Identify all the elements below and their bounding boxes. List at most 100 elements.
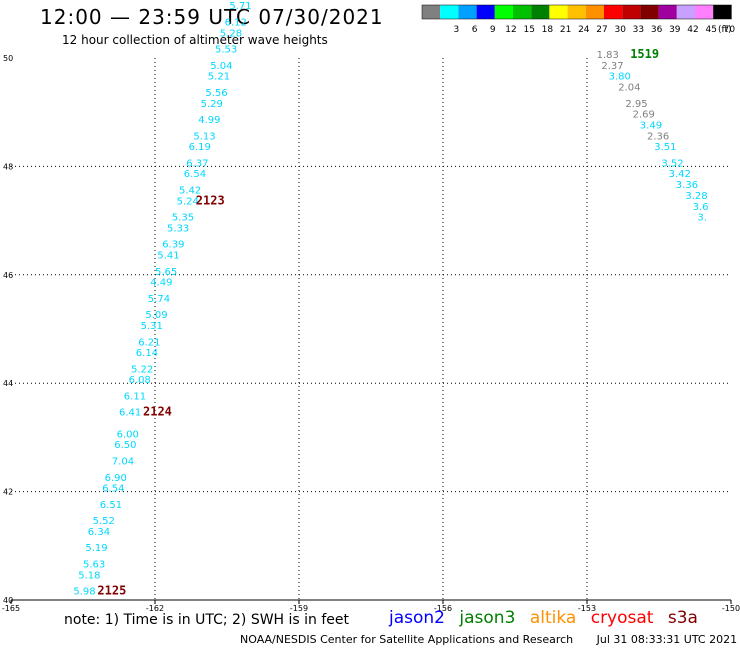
colorbar-bin bbox=[695, 5, 714, 19]
colorbar-label: 21 bbox=[560, 25, 571, 35]
y-tick-label: 44 bbox=[3, 379, 13, 388]
swh-point: 6.34 bbox=[88, 527, 110, 538]
time-label: 2122 bbox=[253, 0, 282, 1]
swh-point: 6.14 bbox=[136, 348, 158, 359]
time-label: 2124 bbox=[143, 405, 172, 419]
swh-point: 6.08 bbox=[129, 375, 151, 386]
colorbar-bin bbox=[531, 5, 550, 19]
x-tick-label: -162 bbox=[146, 604, 164, 613]
swh-point: 3.42 bbox=[669, 169, 691, 180]
x-tick-label: -150 bbox=[722, 604, 740, 613]
x-tick-label: -159 bbox=[290, 604, 308, 613]
colorbar-bin bbox=[676, 5, 695, 19]
colorbar-bin bbox=[476, 5, 495, 19]
colorbar-bin bbox=[713, 5, 732, 19]
swh-point: 3. bbox=[697, 213, 707, 224]
y-tick-label: 48 bbox=[3, 162, 13, 171]
chart-title: 12:00 — 23:59 UTC 07/30/2021 bbox=[40, 5, 384, 29]
colorbar-bin bbox=[567, 5, 586, 19]
swh-point: 5.42 bbox=[179, 186, 201, 197]
swh-point: 5.40 bbox=[232, 0, 254, 1]
colorbar-label: 6 bbox=[472, 25, 478, 35]
colorbar-bin bbox=[640, 5, 659, 19]
time-label: 1519 bbox=[630, 47, 659, 61]
swh-point: 5.22 bbox=[131, 364, 153, 375]
swh-point: 5.74 bbox=[148, 294, 170, 305]
swh-point: 3.36 bbox=[676, 180, 698, 191]
swh-point: 6.37 bbox=[186, 158, 208, 169]
footer: NOAA/NESDIS Center for Satellite Applica… bbox=[240, 633, 740, 646]
swh-point: 3.28 bbox=[685, 191, 707, 202]
colorbar-label: 27 bbox=[596, 25, 607, 35]
swh-point: 4.99 bbox=[198, 115, 220, 126]
y-tick-label: 46 bbox=[3, 271, 13, 280]
x-tick-label: -165 bbox=[2, 604, 20, 613]
time-label: 2123 bbox=[196, 193, 225, 207]
swh-point: 3.52 bbox=[661, 158, 683, 169]
swh-point: 2.37 bbox=[601, 61, 623, 72]
swh-point: 5.65 bbox=[155, 267, 177, 278]
data-points: 5.985.185.635.196.345.526.516.546.907.04… bbox=[73, 0, 708, 598]
colorbar-bin bbox=[658, 5, 677, 19]
swh-point: 5.09 bbox=[145, 310, 167, 321]
colorbar-bin bbox=[622, 5, 641, 19]
swh-point: 5.56 bbox=[205, 88, 227, 99]
x-tick-label: -153 bbox=[578, 604, 596, 613]
swh-point: 5.41 bbox=[157, 251, 179, 262]
note-text: note: 1) Time is in UTC; 2) SWH is in fe… bbox=[64, 612, 350, 628]
colorbar-bin bbox=[549, 5, 568, 19]
swh-point: 5.53 bbox=[215, 45, 237, 56]
swh-point: 5.33 bbox=[167, 223, 189, 234]
colorbar-bin bbox=[458, 5, 477, 19]
x-tick-label: -156 bbox=[434, 604, 452, 613]
colorbar-label: 42 bbox=[687, 25, 698, 35]
swh-point: 2.36 bbox=[647, 131, 669, 142]
y-tick-label: 50 bbox=[3, 54, 13, 63]
colorbar-bin bbox=[494, 5, 513, 19]
swh-point: 5.29 bbox=[201, 99, 223, 110]
chart-subtitle: 12 hour collection of altimeter wave hei… bbox=[62, 33, 328, 47]
swh-point: 5.35 bbox=[172, 213, 194, 224]
grid bbox=[11, 58, 731, 600]
swh-point: 5.98 bbox=[73, 587, 95, 598]
time-label: 2125 bbox=[97, 584, 126, 598]
satellite-legend-jason3: jason3 bbox=[459, 608, 516, 628]
colorbar-label: 45 bbox=[705, 25, 716, 35]
swh-point: 6.00 bbox=[117, 429, 139, 440]
swh-point: 2.04 bbox=[618, 83, 640, 94]
swh-point: 3.6 bbox=[693, 202, 709, 213]
colorbar-bin bbox=[604, 5, 623, 19]
satellite-legend-altika: altika bbox=[529, 608, 577, 628]
swh-point: 6.54 bbox=[102, 484, 124, 495]
colorbar-frame bbox=[421, 4, 732, 20]
footer-source: NOAA/NESDIS Center for Satellite Applica… bbox=[240, 633, 574, 646]
swh-point: 5.13 bbox=[193, 131, 215, 142]
swh-point: 5.52 bbox=[93, 516, 115, 527]
swh-point: 5.71 bbox=[229, 1, 251, 12]
colorbar-label: 15 bbox=[523, 25, 534, 35]
swh-point: 5.04 bbox=[210, 61, 232, 72]
swh-point: 3.49 bbox=[640, 120, 662, 131]
colorbar-label: 12 bbox=[505, 25, 516, 35]
colorbar-bin bbox=[422, 5, 441, 19]
swh-point: 6.90 bbox=[105, 473, 127, 484]
swh-point: 4.49 bbox=[150, 278, 172, 289]
colorbar-label: 3 bbox=[454, 25, 460, 35]
colorbar-label: 24 bbox=[578, 25, 590, 35]
swh-point: 5.31 bbox=[141, 321, 163, 332]
swh-point: 6.12 bbox=[225, 17, 247, 28]
swh-point: 2.95 bbox=[625, 99, 647, 110]
satellite-legend-jason2: jason2 bbox=[389, 608, 445, 628]
swh-point: 6.11 bbox=[124, 391, 146, 402]
colorbar-bin bbox=[440, 5, 459, 19]
y-tick-label: 42 bbox=[3, 488, 13, 497]
time-labels: 21222123212421251519 bbox=[97, 0, 659, 598]
colorbar-label: 33 bbox=[633, 25, 644, 35]
axes: -165 -162 -159 -156 -153 -150 40 42 44 46 48 50 bbox=[2, 54, 740, 613]
y-tick-label: 40 bbox=[3, 596, 13, 605]
satellite-legend-s3a: s3a bbox=[667, 608, 698, 628]
swh-point: 6.50 bbox=[114, 440, 136, 451]
swh-point: 5.63 bbox=[83, 559, 105, 570]
swh-point: 1.83 bbox=[597, 50, 619, 61]
